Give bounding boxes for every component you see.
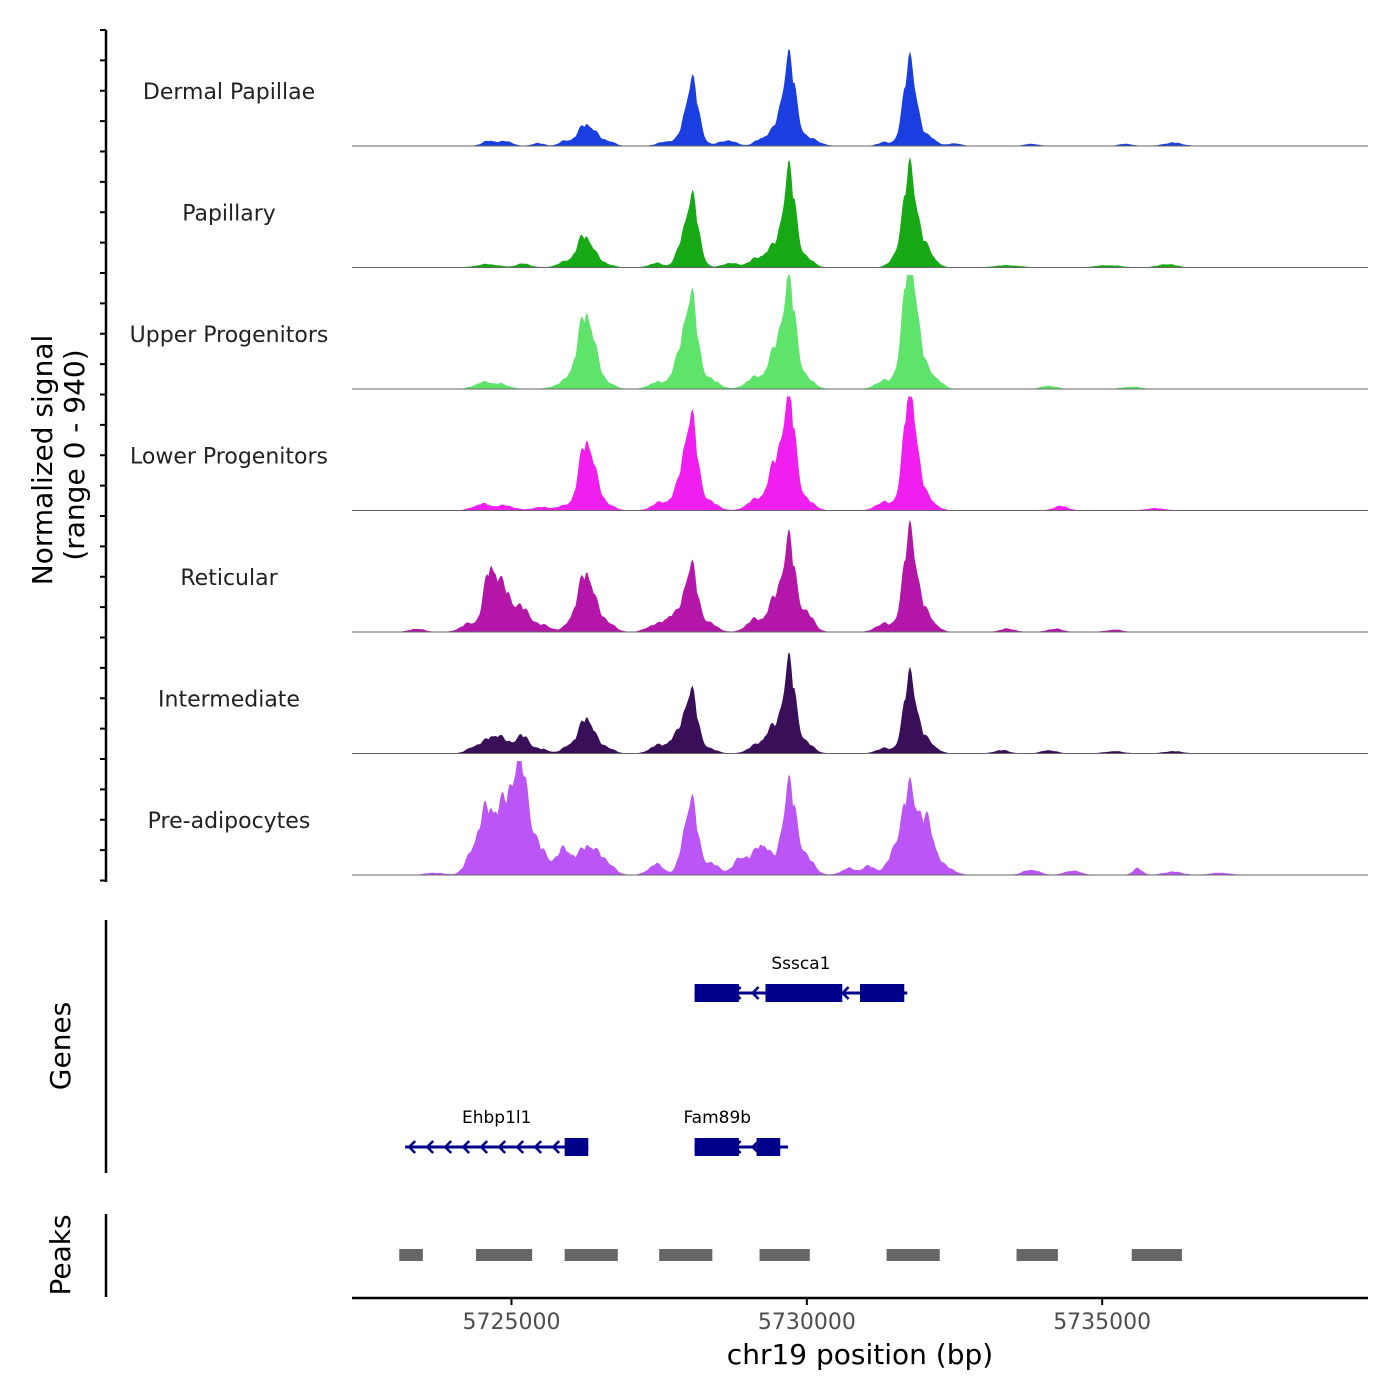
y-axis-title-line1: Normalized signal <box>26 335 59 586</box>
strand-arrow <box>551 1140 561 1154</box>
y-axis-title-line2: (range 0 - 940) <box>58 349 91 560</box>
strand-arrow <box>750 1140 760 1154</box>
gene-exon <box>694 984 739 1002</box>
gene-exon <box>860 984 905 1002</box>
gene-label: Fam89b <box>683 1108 751 1128</box>
track-pre-adipocytes: Pre-adipocytes <box>148 761 1368 876</box>
strand-arrow <box>479 1140 489 1154</box>
peak-region <box>476 1249 533 1261</box>
signal-area <box>352 652 1368 754</box>
signal-area <box>352 396 1368 511</box>
gene-sssca1: Sssca1 <box>694 954 908 1002</box>
gene-exon <box>756 1138 781 1156</box>
peaks-panel-label: Peaks <box>44 1214 77 1295</box>
track-label: Dermal Papillae <box>143 80 315 105</box>
track-label: Intermediate <box>158 688 300 713</box>
peak-region <box>1131 1249 1182 1261</box>
track-label: Upper Progenitors <box>130 323 329 348</box>
signal-area <box>352 156 1368 268</box>
peak-region <box>886 1249 940 1261</box>
x-axis-ticks: 5725000 5730000 5735000 <box>462 1298 1151 1335</box>
signal-area <box>352 49 1368 146</box>
strand-arrow <box>497 1140 507 1154</box>
x-tick-label: 5725000 <box>462 1310 560 1335</box>
peak-regions <box>399 1249 1182 1261</box>
signal-y-axis-ticks <box>100 29 106 882</box>
gene-label: Ehbp1l1 <box>462 1108 531 1128</box>
gene-label: Sssca1 <box>771 954 830 974</box>
gene-annotations: Sssca1 Ehbp1l1 Fam89b <box>405 954 908 1156</box>
peak-region <box>1016 1249 1058 1261</box>
strand-arrow <box>840 986 850 1000</box>
strand-arrow <box>515 1140 525 1154</box>
strand-arrow <box>425 1140 435 1154</box>
x-tick-label: 5735000 <box>1053 1310 1151 1335</box>
peak-region <box>399 1249 423 1261</box>
gene-fam89b: Fam89b <box>683 1108 788 1156</box>
track-reticular: Reticular <box>180 519 1368 633</box>
track-dermal-papillae: Dermal Papillae <box>143 49 1368 147</box>
genes-panel-label: Genes <box>44 1002 77 1090</box>
track-label: Reticular <box>180 566 278 591</box>
gene-exon <box>765 984 843 1002</box>
signal-area <box>352 519 1368 632</box>
signal-area <box>352 761 1368 875</box>
strand-arrow <box>407 1140 417 1154</box>
signal-tracks: Dermal Papillae Papillary Upper Progenitor… <box>130 49 1368 876</box>
strand-arrow <box>750 986 760 1000</box>
track-label: Pre-adipocytes <box>148 809 311 834</box>
track-lower-progenitors: Lower Progenitors <box>130 396 1368 511</box>
peak-region <box>564 1249 618 1261</box>
peak-region <box>659 1249 713 1261</box>
gene-exon <box>694 1138 739 1156</box>
strand-arrow <box>533 1140 543 1154</box>
track-intermediate: Intermediate <box>158 652 1368 754</box>
x-axis-title: chr19 position (bp) <box>727 1338 993 1371</box>
track-label: Lower Progenitors <box>130 445 328 470</box>
strand-arrow <box>443 1140 453 1154</box>
signal-area <box>352 275 1368 389</box>
x-tick-label: 5730000 <box>758 1310 856 1335</box>
gene-ehbp1l1: Ehbp1l1 <box>405 1108 589 1156</box>
strand-arrow <box>461 1140 471 1154</box>
track-upper-progenitors: Upper Progenitors <box>130 275 1368 390</box>
gene-exon <box>564 1138 589 1156</box>
track-papillary: Papillary <box>182 156 1368 268</box>
track-label: Papillary <box>182 202 276 227</box>
peak-region <box>759 1249 810 1261</box>
